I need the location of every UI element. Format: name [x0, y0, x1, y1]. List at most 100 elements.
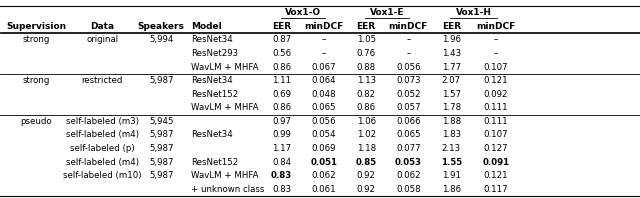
- Text: –: –: [406, 49, 410, 58]
- Text: EER: EER: [442, 22, 461, 31]
- Text: 1.88: 1.88: [442, 117, 461, 126]
- Text: ResNet152: ResNet152: [191, 158, 238, 167]
- Text: original: original: [86, 35, 118, 44]
- Text: 1.13: 1.13: [356, 76, 376, 85]
- Text: 0.065: 0.065: [396, 130, 420, 139]
- Text: ResNet34: ResNet34: [191, 130, 232, 139]
- Text: 1.06: 1.06: [356, 117, 376, 126]
- Text: 0.107: 0.107: [484, 63, 508, 71]
- Text: 0.066: 0.066: [396, 117, 420, 126]
- Text: WavLM + MHFA: WavLM + MHFA: [191, 103, 258, 112]
- Text: 5,987: 5,987: [149, 144, 173, 153]
- Text: 0.121: 0.121: [484, 76, 508, 85]
- Text: 0.127: 0.127: [484, 144, 508, 153]
- Text: 5,987: 5,987: [149, 158, 173, 167]
- Text: 0.053: 0.053: [395, 158, 422, 167]
- Text: –: –: [494, 49, 498, 58]
- Text: self-labeled (m4): self-labeled (m4): [66, 158, 139, 167]
- Text: 0.056: 0.056: [312, 117, 336, 126]
- Text: 0.069: 0.069: [312, 144, 336, 153]
- Text: Vox1-O: Vox1-O: [285, 8, 321, 17]
- Text: 0.111: 0.111: [484, 117, 508, 126]
- Text: 0.061: 0.061: [312, 185, 336, 194]
- Text: 0.88: 0.88: [356, 63, 376, 71]
- Text: 0.87: 0.87: [272, 35, 291, 44]
- Text: self-labeled (p): self-labeled (p): [70, 144, 134, 153]
- Text: Vox1-E: Vox1-E: [370, 8, 404, 17]
- Text: ResNet34: ResNet34: [191, 76, 232, 85]
- Text: 0.092: 0.092: [484, 90, 508, 99]
- Text: –: –: [494, 35, 498, 44]
- Text: minDCF: minDCF: [388, 22, 428, 31]
- Text: 0.99: 0.99: [272, 130, 291, 139]
- Text: ResNet34: ResNet34: [191, 35, 232, 44]
- Text: 1.78: 1.78: [442, 103, 461, 112]
- Text: 0.82: 0.82: [356, 90, 376, 99]
- Text: 1.43: 1.43: [442, 49, 461, 58]
- Text: 0.86: 0.86: [272, 63, 291, 71]
- Text: –: –: [406, 35, 410, 44]
- Text: 0.86: 0.86: [272, 103, 291, 112]
- Text: Data: Data: [90, 22, 115, 31]
- Text: 0.84: 0.84: [272, 158, 291, 167]
- Text: 0.76: 0.76: [356, 49, 376, 58]
- Text: 1.18: 1.18: [356, 144, 376, 153]
- Text: 0.051: 0.051: [310, 158, 337, 167]
- Text: minDCF: minDCF: [476, 22, 516, 31]
- Text: 0.92: 0.92: [356, 185, 376, 194]
- Text: 0.97: 0.97: [272, 117, 291, 126]
- Text: 5,987: 5,987: [149, 171, 173, 180]
- Text: minDCF: minDCF: [304, 22, 344, 31]
- Text: 1.91: 1.91: [442, 171, 461, 180]
- Text: + unknown class: + unknown class: [191, 185, 264, 194]
- Text: 0.077: 0.077: [396, 144, 420, 153]
- Text: self-labeled (m4): self-labeled (m4): [66, 130, 139, 139]
- Text: 0.83: 0.83: [272, 185, 291, 194]
- Text: self-labeled (m3): self-labeled (m3): [66, 117, 139, 126]
- Text: WavLM + MHFA: WavLM + MHFA: [191, 63, 258, 71]
- Text: Speakers: Speakers: [138, 22, 185, 31]
- Text: 0.054: 0.054: [312, 130, 336, 139]
- Text: –: –: [322, 49, 326, 58]
- Text: strong: strong: [23, 35, 50, 44]
- Text: 0.091: 0.091: [483, 158, 509, 167]
- Text: 0.107: 0.107: [484, 130, 508, 139]
- Text: 2.13: 2.13: [442, 144, 461, 153]
- Text: self-labeled (m10): self-labeled (m10): [63, 171, 141, 180]
- Text: 1.86: 1.86: [442, 185, 461, 194]
- Text: 5,945: 5,945: [149, 117, 173, 126]
- Text: 0.062: 0.062: [312, 171, 336, 180]
- Text: 1.11: 1.11: [272, 76, 291, 85]
- Text: restricted: restricted: [82, 76, 123, 85]
- Text: 1.02: 1.02: [356, 130, 376, 139]
- Text: ResNet293: ResNet293: [191, 49, 238, 58]
- Text: Model: Model: [191, 22, 221, 31]
- Text: 1.17: 1.17: [272, 144, 291, 153]
- Text: 0.052: 0.052: [396, 90, 420, 99]
- Text: strong: strong: [23, 76, 50, 85]
- Text: 0.85: 0.85: [355, 158, 377, 167]
- Text: 0.92: 0.92: [356, 171, 376, 180]
- Text: EER: EER: [356, 22, 376, 31]
- Text: 0.048: 0.048: [312, 90, 336, 99]
- Text: –: –: [322, 35, 326, 44]
- Text: pseudo: pseudo: [20, 117, 52, 126]
- Text: 0.064: 0.064: [312, 76, 336, 85]
- Text: 0.69: 0.69: [272, 90, 291, 99]
- Text: 0.073: 0.073: [396, 76, 420, 85]
- Text: 0.83: 0.83: [271, 171, 292, 180]
- Text: 0.111: 0.111: [484, 103, 508, 112]
- Text: 2.07: 2.07: [442, 76, 461, 85]
- Text: 0.065: 0.065: [312, 103, 336, 112]
- Text: 0.058: 0.058: [396, 185, 420, 194]
- Text: 1.05: 1.05: [356, 35, 376, 44]
- Text: ResNet152: ResNet152: [191, 90, 238, 99]
- Text: EER: EER: [272, 22, 291, 31]
- Text: Vox1-H: Vox1-H: [456, 8, 492, 17]
- Text: 0.062: 0.062: [396, 171, 420, 180]
- Text: 0.121: 0.121: [484, 171, 508, 180]
- Text: 0.117: 0.117: [484, 185, 508, 194]
- Text: 0.86: 0.86: [356, 103, 376, 112]
- Text: 5,994: 5,994: [149, 35, 173, 44]
- Text: 1.55: 1.55: [440, 158, 462, 167]
